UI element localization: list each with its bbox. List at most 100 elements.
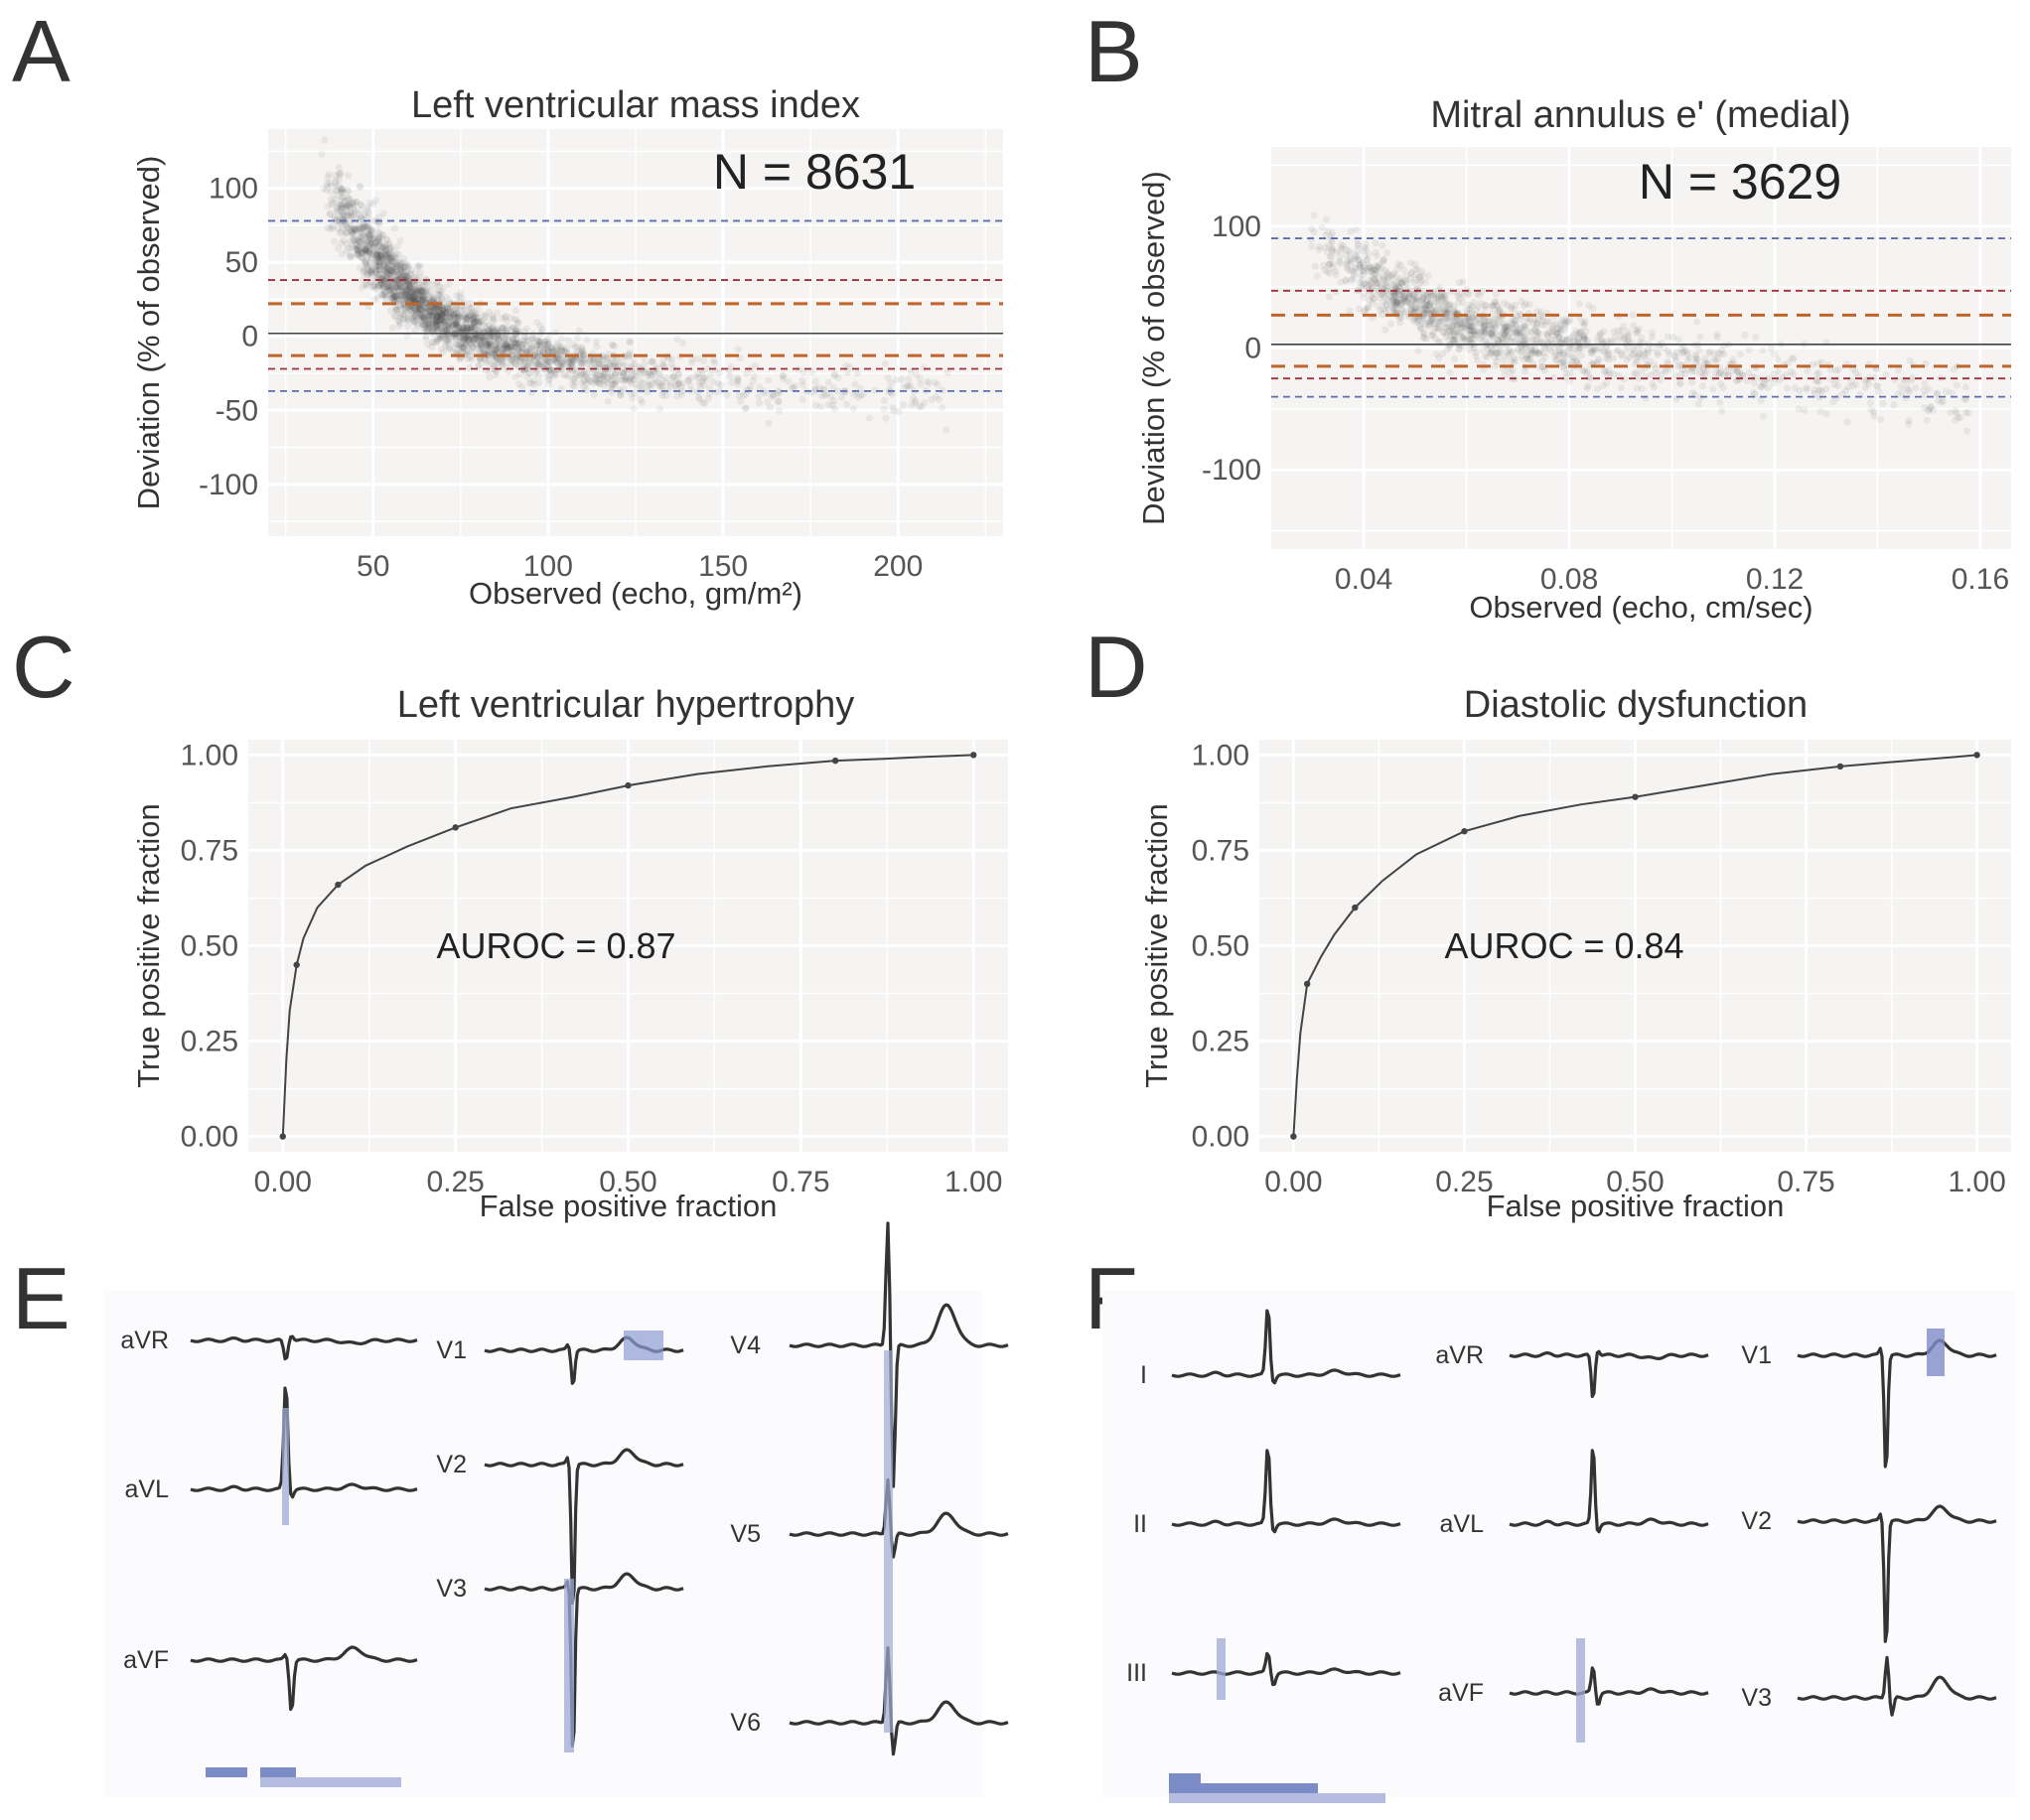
- scatter-point: [327, 189, 335, 197]
- scatter-point: [388, 294, 396, 303]
- scatter-point: [1375, 302, 1382, 310]
- scatter-point: [615, 361, 623, 369]
- scatter-point: [1803, 385, 1811, 393]
- scatter-point: [452, 319, 460, 327]
- scatter-point: [1359, 258, 1367, 266]
- scatter-point: [578, 359, 586, 367]
- scatter-point: [386, 286, 394, 294]
- scatter-point: [765, 419, 773, 427]
- scatter-point: [673, 379, 682, 387]
- scatter-point: [834, 373, 842, 382]
- scatter-point: [357, 201, 364, 209]
- scatter-point: [406, 283, 414, 291]
- scale-bar: [260, 1777, 401, 1787]
- scatter-point: [366, 256, 374, 265]
- scatter-point: [543, 361, 551, 369]
- scatter-point: [756, 383, 764, 391]
- scatter-point: [1400, 266, 1408, 274]
- scatter-point: [1718, 407, 1726, 415]
- scatter-point: [1547, 347, 1555, 354]
- scatter-point: [859, 390, 867, 399]
- scatter-point: [395, 291, 403, 300]
- scatter-point: [775, 398, 783, 406]
- scatter-point: [619, 372, 627, 380]
- scatter-point: [400, 263, 408, 271]
- scatter-point: [1767, 345, 1775, 352]
- scatter-point: [660, 363, 668, 371]
- scatter-point: [445, 331, 453, 339]
- scatter-point: [520, 328, 529, 336]
- scatter-point: [360, 240, 367, 248]
- scatter-point: [491, 347, 499, 354]
- scatter-point: [416, 316, 424, 324]
- scatter-point: [549, 355, 557, 363]
- scatter-point: [343, 220, 351, 228]
- scatter-point: [378, 254, 386, 262]
- scatter-point: [752, 361, 760, 369]
- scatter-point: [1434, 318, 1442, 326]
- scatter-point: [502, 312, 509, 320]
- scatter-point: [624, 353, 632, 362]
- scatter-point: [472, 310, 481, 318]
- scatter-point: [460, 337, 468, 345]
- scale-bar: [1169, 1773, 1201, 1783]
- scatter-point: [402, 309, 410, 317]
- scatter-point: [1391, 302, 1399, 310]
- scatter-point: [494, 309, 502, 317]
- scatter-point: [1372, 239, 1379, 247]
- panel-letter-b: B: [1085, 2, 1143, 100]
- scatter-point: [477, 341, 485, 349]
- scatter-point: [398, 296, 406, 304]
- scatter-point: [1393, 265, 1401, 273]
- scatter-point: [409, 304, 417, 312]
- panel-letter-d: D: [1085, 618, 1148, 716]
- scatter-point: [1431, 335, 1439, 343]
- scatter-point: [1310, 211, 1318, 219]
- scatter-point: [1366, 263, 1374, 271]
- scatter-point: [1834, 382, 1842, 390]
- scatter-point: [1503, 328, 1511, 336]
- scatter-point: [357, 229, 364, 237]
- scatter-point: [384, 261, 392, 270]
- scatter-point: [333, 187, 341, 195]
- scatter-point: [1322, 215, 1331, 223]
- scatter-point: [326, 210, 334, 218]
- ecg-lead-label: aVR: [120, 1327, 169, 1354]
- scatter-point: [386, 285, 394, 293]
- scatter-point: [346, 202, 354, 210]
- scatter-point: [907, 381, 915, 389]
- scatter-point: [401, 304, 409, 312]
- scatter-point: [365, 259, 374, 267]
- scatter-point: [578, 369, 586, 377]
- scatter-point: [563, 344, 571, 351]
- scatter-point: [425, 320, 433, 328]
- scatter-point: [447, 308, 455, 316]
- scatter-point: [489, 323, 497, 331]
- scatter-point: [494, 347, 502, 354]
- scatter-point: [851, 380, 859, 388]
- scatter-point: [1549, 373, 1557, 381]
- ecg-background: [1102, 1291, 2016, 1797]
- scatter-point: [422, 291, 431, 299]
- scatter-point: [662, 378, 670, 386]
- scatter-point: [577, 357, 586, 365]
- scatter-point: [501, 326, 508, 334]
- scatter-point: [541, 338, 549, 346]
- scatter-point: [593, 377, 601, 385]
- scatter-point: [1876, 416, 1885, 424]
- scatter-point: [408, 279, 416, 287]
- scatter-point: [421, 322, 429, 330]
- scatter-point: [362, 246, 369, 254]
- scatter-point: [769, 391, 778, 399]
- scatter-point: [471, 319, 479, 327]
- y-tick-label: 0: [1244, 333, 1261, 365]
- scatter-point: [338, 202, 346, 210]
- scatter-point: [409, 313, 418, 321]
- scatter-point: [532, 362, 540, 370]
- scatter-point: [478, 343, 486, 350]
- scatter-point: [402, 268, 411, 276]
- scatter-point: [374, 254, 382, 262]
- scatter-point: [1629, 311, 1637, 319]
- scatter-point: [467, 340, 475, 349]
- scatter-point: [372, 269, 380, 277]
